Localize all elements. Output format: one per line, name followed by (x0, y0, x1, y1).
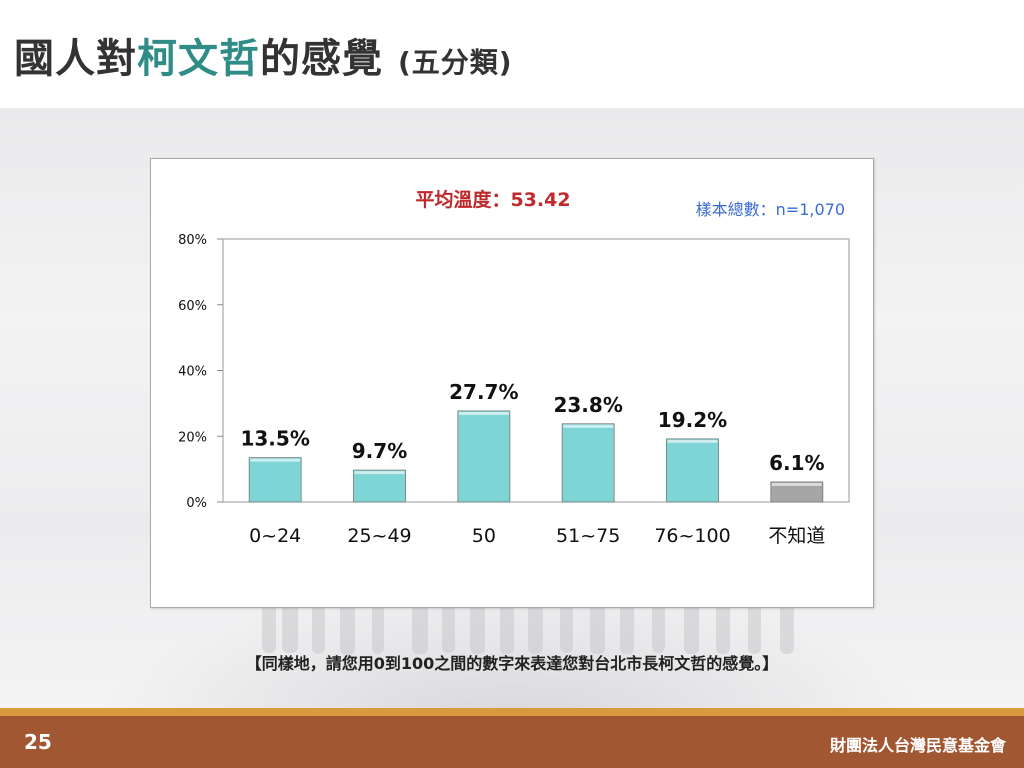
bar-highlight (250, 458, 301, 462)
title-highlight: 柯文哲 (137, 36, 260, 82)
x-tick-label: 50 (472, 525, 496, 547)
chart-panel: 平均溫度：53.42 樣本總數：n=1,070 0% 20% 40% 60% 80% 13.5… (150, 158, 874, 608)
slide-header: 國人對柯文哲的感覺 (五分類) (0, 0, 1024, 108)
bar-25~49 (353, 469, 406, 503)
y-tick-label: 20% (178, 430, 207, 445)
bar-highlight (563, 424, 614, 428)
y-tick-label: 60% (178, 299, 207, 314)
plot-frame (222, 238, 850, 503)
bar-highlight (667, 439, 718, 443)
question-caption: 【同樣地，請您用0到100之間的數字來表達您對台北市長柯文哲的感覺。】 (245, 654, 779, 673)
title-part-4: (五分類) (397, 46, 513, 79)
y-tick-label: 0% (186, 496, 207, 511)
data-label: 23.8% (553, 393, 622, 417)
data-label: 19.2% (658, 408, 727, 432)
y-tick-label: 40% (178, 365, 207, 380)
data-label: 9.7% (352, 439, 407, 463)
bar-chart: 平均溫度：53.42 樣本總數：n=1,070 0% 20% 40% 60% 80% 13.5… (178, 188, 850, 547)
bar-51~75 (561, 423, 615, 503)
footer-stripe (0, 708, 1024, 716)
bar-highlight (771, 482, 822, 486)
slide-title: 國人對柯文哲的感覺 (五分類) (14, 26, 513, 84)
x-tick-label: 0~24 (249, 525, 301, 547)
organization-name: 財團法人台灣民意基金會 (829, 736, 1006, 755)
data-label: 6.1% (769, 451, 824, 475)
bar-highlight (354, 471, 405, 475)
x-tick-label: 76~100 (654, 525, 730, 547)
data-label: 13.5% (240, 427, 309, 451)
chart-title: 平均溫度：53.42 (415, 188, 570, 211)
title-part-1: 國人對 (14, 36, 137, 82)
bar-50 (457, 410, 511, 503)
title-part-3: 的感覺 (260, 36, 398, 82)
bar-0~24 (248, 457, 302, 503)
bar-highlight (458, 411, 509, 415)
x-tick-label: 不知道 (768, 525, 825, 547)
data-label: 27.7% (449, 380, 518, 404)
x-tick-label: 51~75 (556, 525, 620, 547)
page-number: 25 (24, 730, 52, 754)
slide-footer: 25 財團法人台灣民意基金會 (0, 716, 1024, 768)
x-tick-label: 25~49 (347, 525, 411, 547)
bar-不知道 (770, 481, 824, 503)
y-tick-label: 80% (178, 233, 207, 248)
bar-76~100 (666, 438, 719, 503)
chart-sample-size: 樣本總數：n=1,070 (696, 200, 845, 219)
